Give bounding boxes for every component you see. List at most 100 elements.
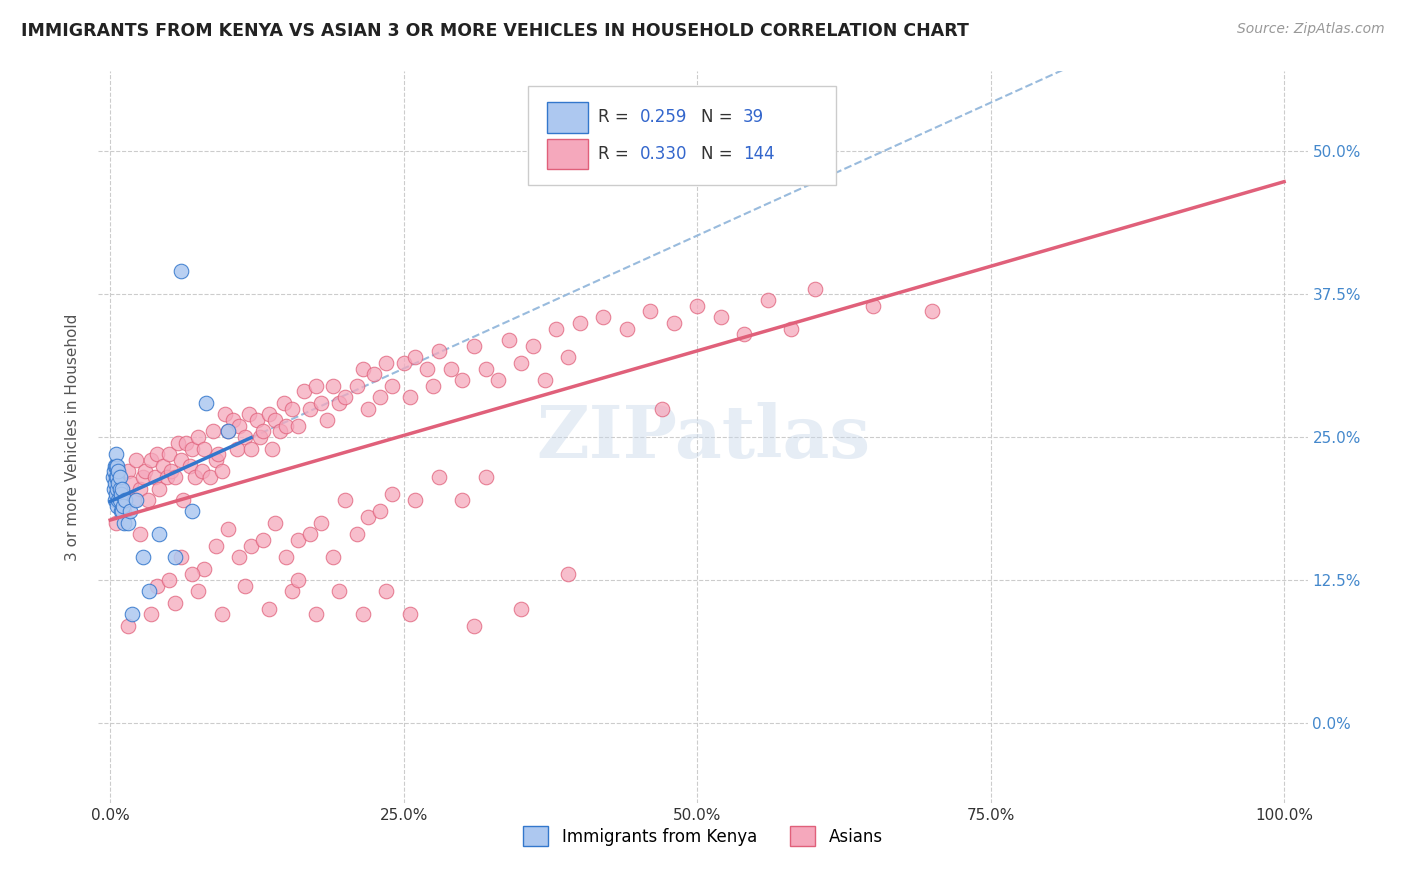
Point <box>105 458 128 473</box>
Point <box>322 550 344 565</box>
Point <box>651 401 673 416</box>
Point <box>169 453 191 467</box>
Point <box>132 470 155 484</box>
Point <box>304 378 326 392</box>
Point <box>121 607 143 622</box>
Point <box>475 470 498 484</box>
Point <box>228 418 250 433</box>
Point <box>103 464 125 478</box>
Point <box>204 539 226 553</box>
Point <box>105 458 128 473</box>
Point <box>108 470 131 484</box>
Point <box>381 378 404 392</box>
Point <box>107 492 129 507</box>
Point <box>368 390 391 404</box>
Point <box>143 470 166 484</box>
Point <box>416 361 439 376</box>
Point <box>263 516 285 530</box>
Point <box>148 482 170 496</box>
Point <box>249 430 271 444</box>
Text: 39: 39 <box>742 109 763 127</box>
Point <box>398 607 420 622</box>
Point <box>157 447 180 461</box>
Point <box>110 487 132 501</box>
Point <box>181 504 204 518</box>
Point <box>111 482 134 496</box>
Point <box>557 567 579 582</box>
Point <box>276 550 298 565</box>
Point <box>228 550 250 565</box>
Point <box>252 425 274 439</box>
Point <box>160 464 183 478</box>
Point <box>202 425 225 439</box>
Point <box>522 338 544 352</box>
Point <box>257 407 280 421</box>
Point <box>110 504 132 518</box>
Point <box>292 384 315 399</box>
Point <box>141 607 163 622</box>
Point <box>163 550 186 565</box>
Point <box>375 584 398 599</box>
Point <box>463 338 485 352</box>
Point <box>211 607 233 622</box>
Point <box>176 435 198 450</box>
Point <box>328 584 350 599</box>
Point <box>108 492 131 507</box>
Point <box>117 464 139 478</box>
Point <box>214 407 236 421</box>
Point <box>427 344 450 359</box>
Point <box>262 442 284 456</box>
Point <box>117 516 139 530</box>
Point <box>107 475 129 490</box>
Point <box>117 618 139 632</box>
Point <box>226 442 249 456</box>
Point <box>238 407 260 421</box>
Point <box>108 492 131 507</box>
Point <box>105 470 128 484</box>
Point <box>125 492 148 507</box>
Point <box>163 596 186 610</box>
Point <box>132 550 155 565</box>
Point <box>638 304 661 318</box>
Point <box>346 378 368 392</box>
Text: N =: N = <box>700 145 733 163</box>
Point <box>616 321 638 335</box>
Point <box>122 492 145 507</box>
Point <box>276 418 298 433</box>
Point <box>398 390 420 404</box>
Point <box>352 607 374 622</box>
Point <box>281 401 304 416</box>
Point <box>114 492 136 507</box>
Point <box>451 492 474 507</box>
Point <box>217 425 239 439</box>
Point <box>427 470 450 484</box>
Point <box>316 413 339 427</box>
Point <box>155 470 177 484</box>
Text: 144: 144 <box>742 145 775 163</box>
Point <box>557 350 579 364</box>
Legend: Immigrants from Kenya, Asians: Immigrants from Kenya, Asians <box>516 820 890 853</box>
FancyBboxPatch shape <box>527 86 837 185</box>
Point <box>404 492 426 507</box>
Point <box>803 281 825 295</box>
Point <box>287 573 309 587</box>
Point <box>187 430 209 444</box>
Point <box>328 396 350 410</box>
Point <box>112 516 135 530</box>
Point <box>246 413 269 427</box>
Point <box>273 396 295 410</box>
Point <box>357 401 380 416</box>
Point <box>533 373 555 387</box>
Point <box>195 396 218 410</box>
Point <box>207 447 229 461</box>
Point <box>287 533 309 547</box>
Point <box>169 264 191 278</box>
Text: IMMIGRANTS FROM KENYA VS ASIAN 3 OR MORE VEHICLES IN HOUSEHOLD CORRELATION CHART: IMMIGRANTS FROM KENYA VS ASIAN 3 OR MORE… <box>21 22 969 40</box>
Point <box>167 435 190 450</box>
Point <box>101 470 124 484</box>
Text: N =: N = <box>700 109 733 127</box>
Point <box>105 447 128 461</box>
Point <box>333 492 356 507</box>
Point <box>357 510 380 524</box>
Point <box>193 561 215 575</box>
